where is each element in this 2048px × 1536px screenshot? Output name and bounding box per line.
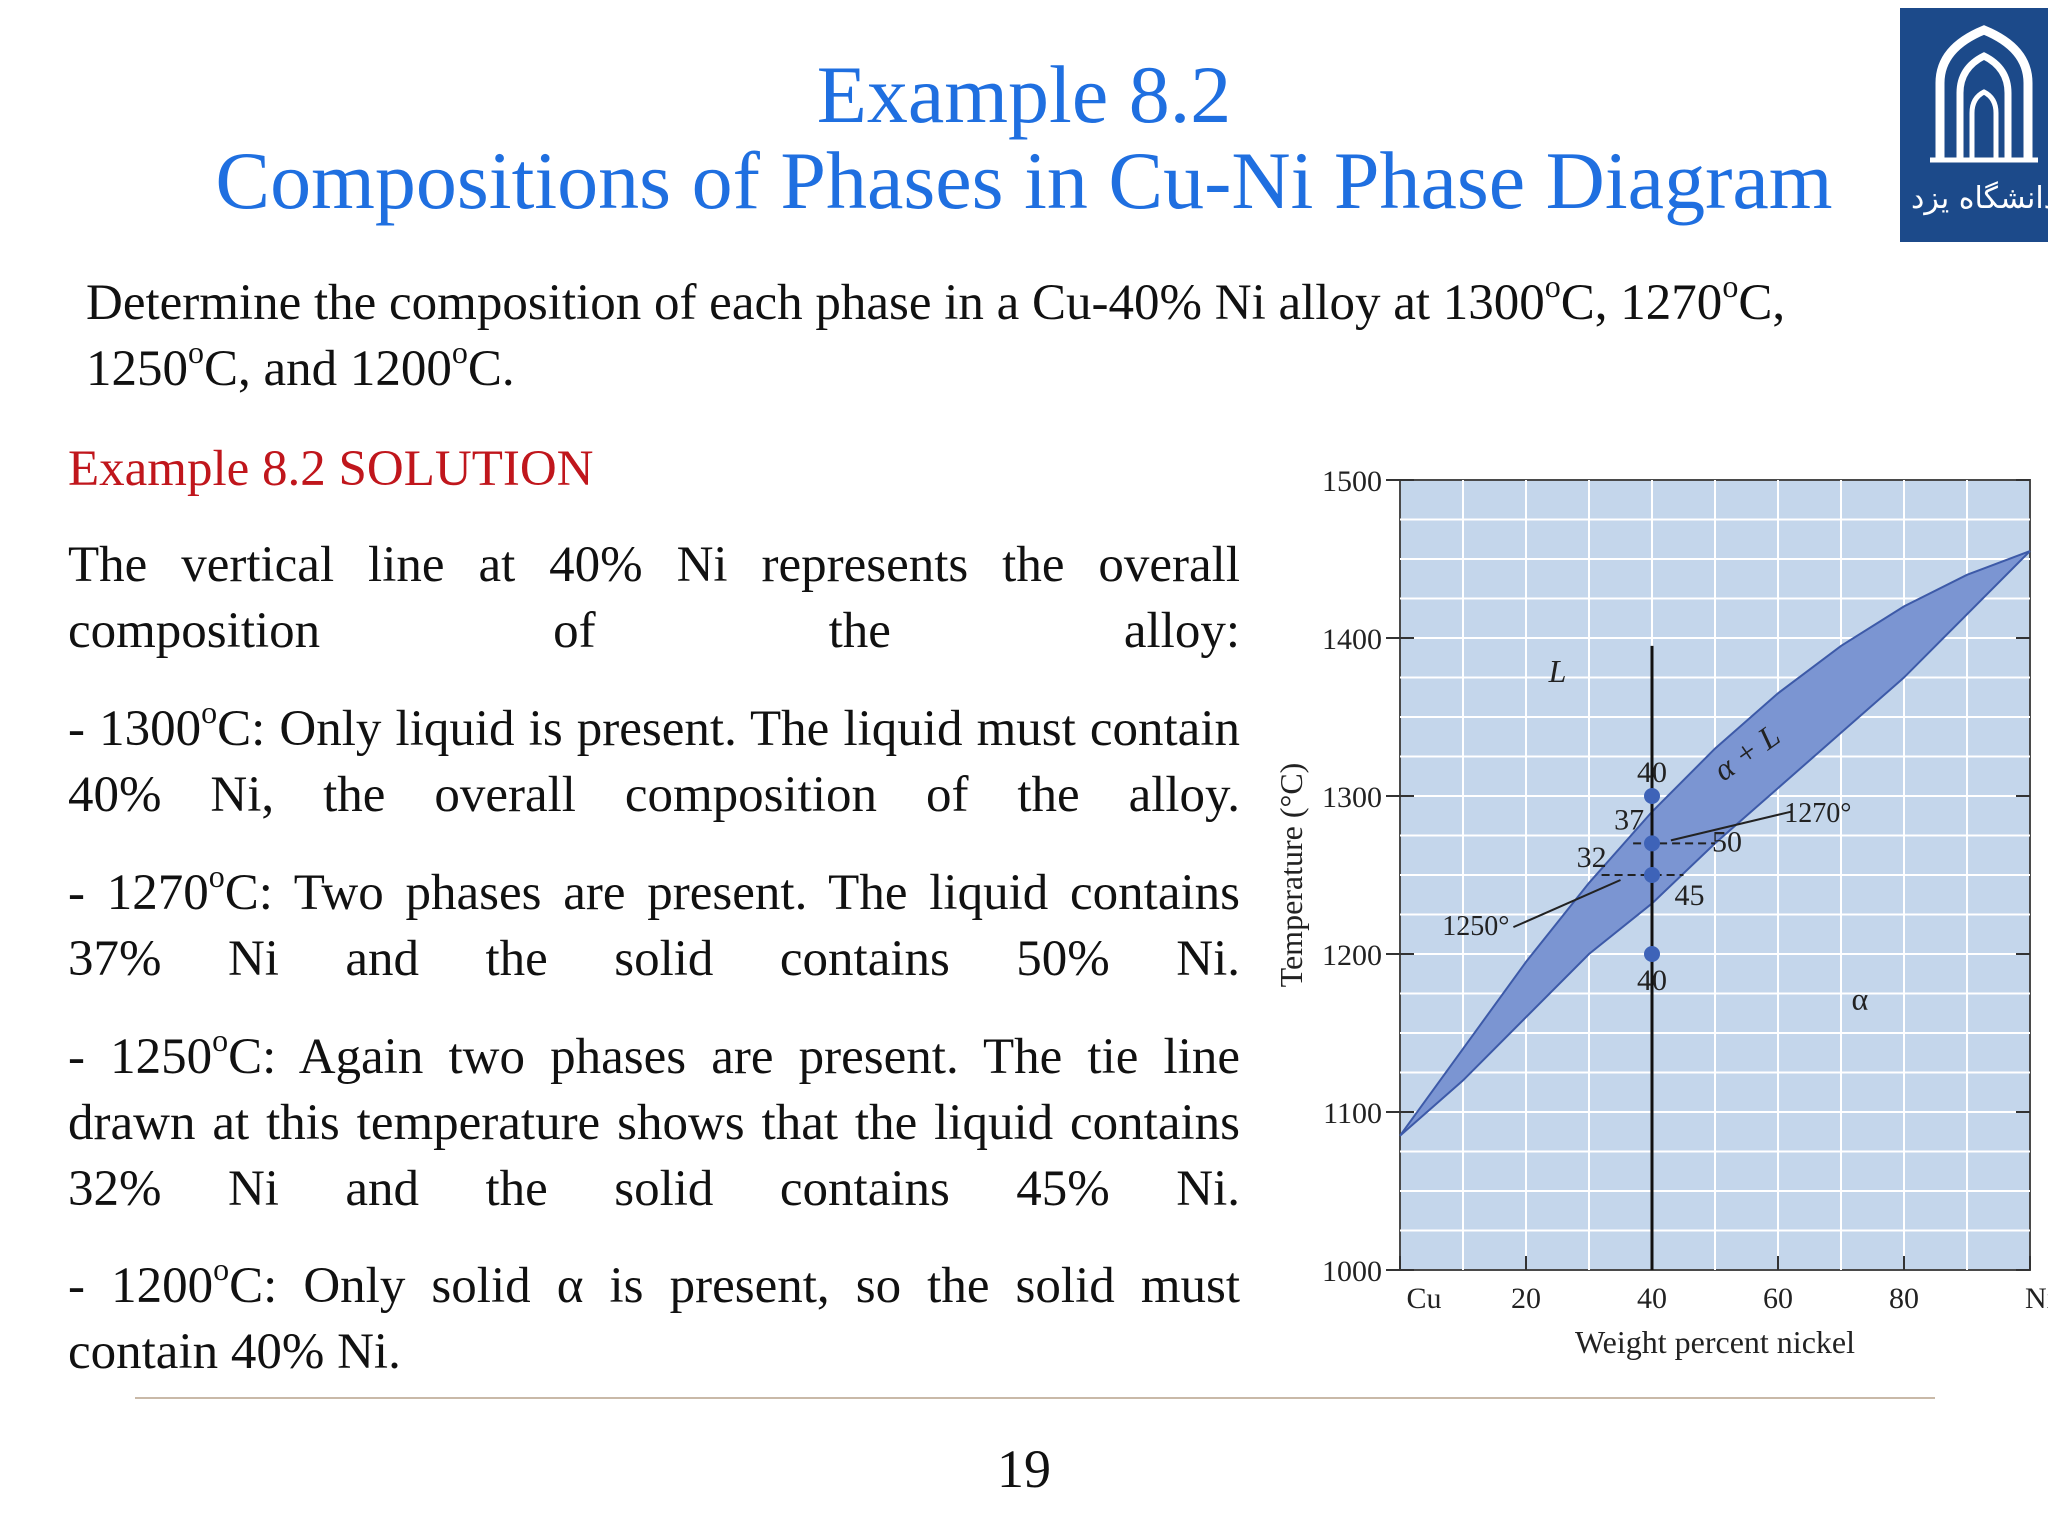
university-logo: دانشگاه یزد: [1900, 8, 2048, 242]
y-tick-label: 1300: [1322, 781, 1382, 814]
paragraph-1250: - 1250oC: Again two phases are present. …: [68, 1022, 1241, 1217]
tie-line-leader: [1512, 879, 1621, 929]
tie-line-left-label: 37: [1614, 803, 1644, 836]
paragraph-1200: - 1200oC: Only solid α is present, so th…: [68, 1251, 1241, 1380]
point-label: 40: [1637, 964, 1667, 997]
title-line-2: Compositions of Phases in Cu-Ni Phase Di…: [215, 135, 1833, 226]
tie-line-left-label: 32: [1577, 841, 1607, 874]
y-tick-label: 1100: [1323, 1097, 1382, 1130]
x-tick-label: 40: [1637, 1282, 1667, 1315]
paragraph-overall: The vertical line at 40% Ni represents t…: [68, 537, 1240, 659]
y-tick-label: 1000: [1322, 1255, 1382, 1288]
footer-divider: [135, 1397, 1935, 1399]
region-label: L: [1548, 653, 1567, 689]
x-tick-label: 20: [1511, 1282, 1541, 1315]
tie-line-right-label: 50: [1712, 825, 1742, 858]
solution-heading: Example 8.2 SOLUTION: [68, 441, 594, 497]
title-line-1: Example 8.2: [816, 49, 1232, 140]
point-label: 40: [1637, 756, 1667, 789]
composition-point: [1644, 867, 1660, 883]
logo-caption: دانشگاه یزد: [1911, 181, 2048, 216]
y-tick-label: 1400: [1322, 623, 1382, 656]
x-tick-label: Ni: [2025, 1282, 2048, 1315]
y-axis-label: Temperature (°C): [1273, 763, 1309, 988]
x-axis-label: Weight percent nickel: [1575, 1324, 1855, 1360]
tie-line-temp-label: 1270°: [1784, 798, 1851, 829]
x-tick-label: Cu: [1406, 1282, 1441, 1315]
slide-title: Example 8.2 Compositions of Phases in Cu…: [0, 52, 2048, 224]
y-tick-label: 1500: [1322, 465, 1382, 498]
cu-ni-phase-diagram: 1000 1100 1200 1300 1400 1500 Cu 20 40 60 80 Ni 37 5…: [1273, 465, 2048, 1360]
page-number: 19: [997, 1439, 1051, 1499]
region-label: α: [1852, 980, 1869, 1016]
problem-statement: Determine the composition of each phase …: [86, 268, 1786, 397]
y-tick-label: 1200: [1322, 939, 1382, 972]
paragraph-1270: - 1270oC: Two phases are present. The li…: [68, 858, 1240, 987]
composition-point: [1644, 835, 1660, 852]
paragraph-1300: - 1300oC: Only liquid is present. The li…: [68, 694, 1240, 823]
x-tick-label: 80: [1889, 1282, 1919, 1315]
tie-line-leader: [1670, 810, 1791, 842]
composition-point: [1644, 946, 1660, 962]
tie-line-right-label: 45: [1675, 879, 1705, 912]
composition-point: [1644, 788, 1660, 804]
tie-line-temp-label: 1250°: [1442, 911, 1509, 942]
x-tick-label: 60: [1763, 1282, 1793, 1315]
